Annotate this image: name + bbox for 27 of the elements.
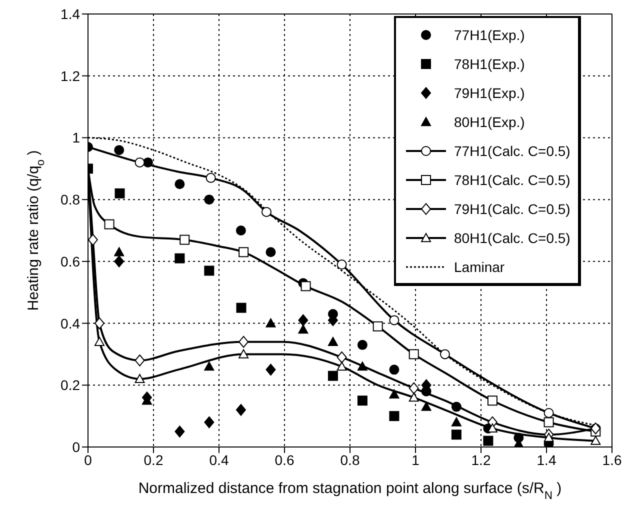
legend-label: 77H1(Calc. C=0.5) — [454, 142, 570, 158]
x-tick-label: 1.4 — [536, 452, 556, 468]
x-tick-label: 1 — [412, 452, 420, 468]
y-tick-label: 1 — [72, 130, 80, 146]
x-tick-label: 0 — [84, 452, 92, 468]
y-tick-label: 1.2 — [60, 68, 80, 84]
legend-label: 78H1(Exp.) — [454, 56, 525, 72]
legend-label: 80H1(Calc. C=0.5) — [454, 230, 570, 246]
legend-label: 79H1(Exp.) — [454, 84, 525, 100]
y-tick-label: 0.4 — [60, 315, 80, 332]
y-tick-label: 0.8 — [60, 192, 80, 208]
x-tick-label: 0.8 — [340, 452, 360, 468]
legend-label: Laminar — [454, 258, 505, 274]
legend-label: 78H1(Calc. C=0.5) — [454, 172, 570, 188]
x-tick-label: 0.4 — [209, 452, 229, 468]
y-tick-label: 1.4 — [60, 6, 80, 22]
y-tick-label: 0.2 — [60, 377, 80, 394]
x-tick-label: 0.6 — [274, 452, 294, 468]
x-axis-title: Normalized distance from stagnation point along surface (s/R$_{N}$) — [138, 480, 562, 502]
legend-label: 80H1(Exp.) — [454, 114, 525, 130]
x-tick-label: 1.6 — [602, 452, 622, 468]
legend-label: 79H1(Calc. C=0.5) — [454, 200, 570, 216]
x-tick-label: 0.2 — [144, 452, 164, 468]
x-tick-label: 1.2 — [471, 452, 491, 468]
legend-label: 77H1(Exp.) — [454, 26, 525, 42]
y-tick-label: 0.6 — [60, 253, 80, 270]
y-tick-label: 0 — [72, 438, 80, 455]
